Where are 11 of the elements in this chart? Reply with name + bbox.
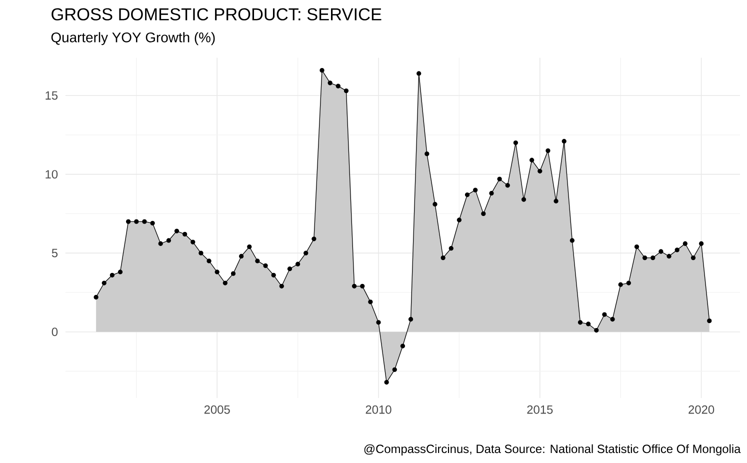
chart-title: GROSS DOMESTIC PRODUCT: SERVICE — [52, 8, 382, 21]
text: @CompassCircinus, Data Source: National Statistic Office Of Mongolia — [364, 444, 741, 456]
chart-subtitle: Quarterly YOY Growth (%) — [51, 32, 215, 46]
y-tick-label: 5 — [52, 249, 58, 258]
x-tick-label: 2015 — [527, 406, 553, 414]
y-tick-label: 15 — [46, 92, 58, 100]
x-tick-label: 2005 — [204, 406, 230, 414]
x-tick-label: 2020 — [688, 406, 714, 414]
y-tick-label: 10 — [46, 170, 58, 179]
y-tick-label: 0 — [52, 328, 58, 336]
x-tick-label: 2010 — [366, 406, 392, 414]
